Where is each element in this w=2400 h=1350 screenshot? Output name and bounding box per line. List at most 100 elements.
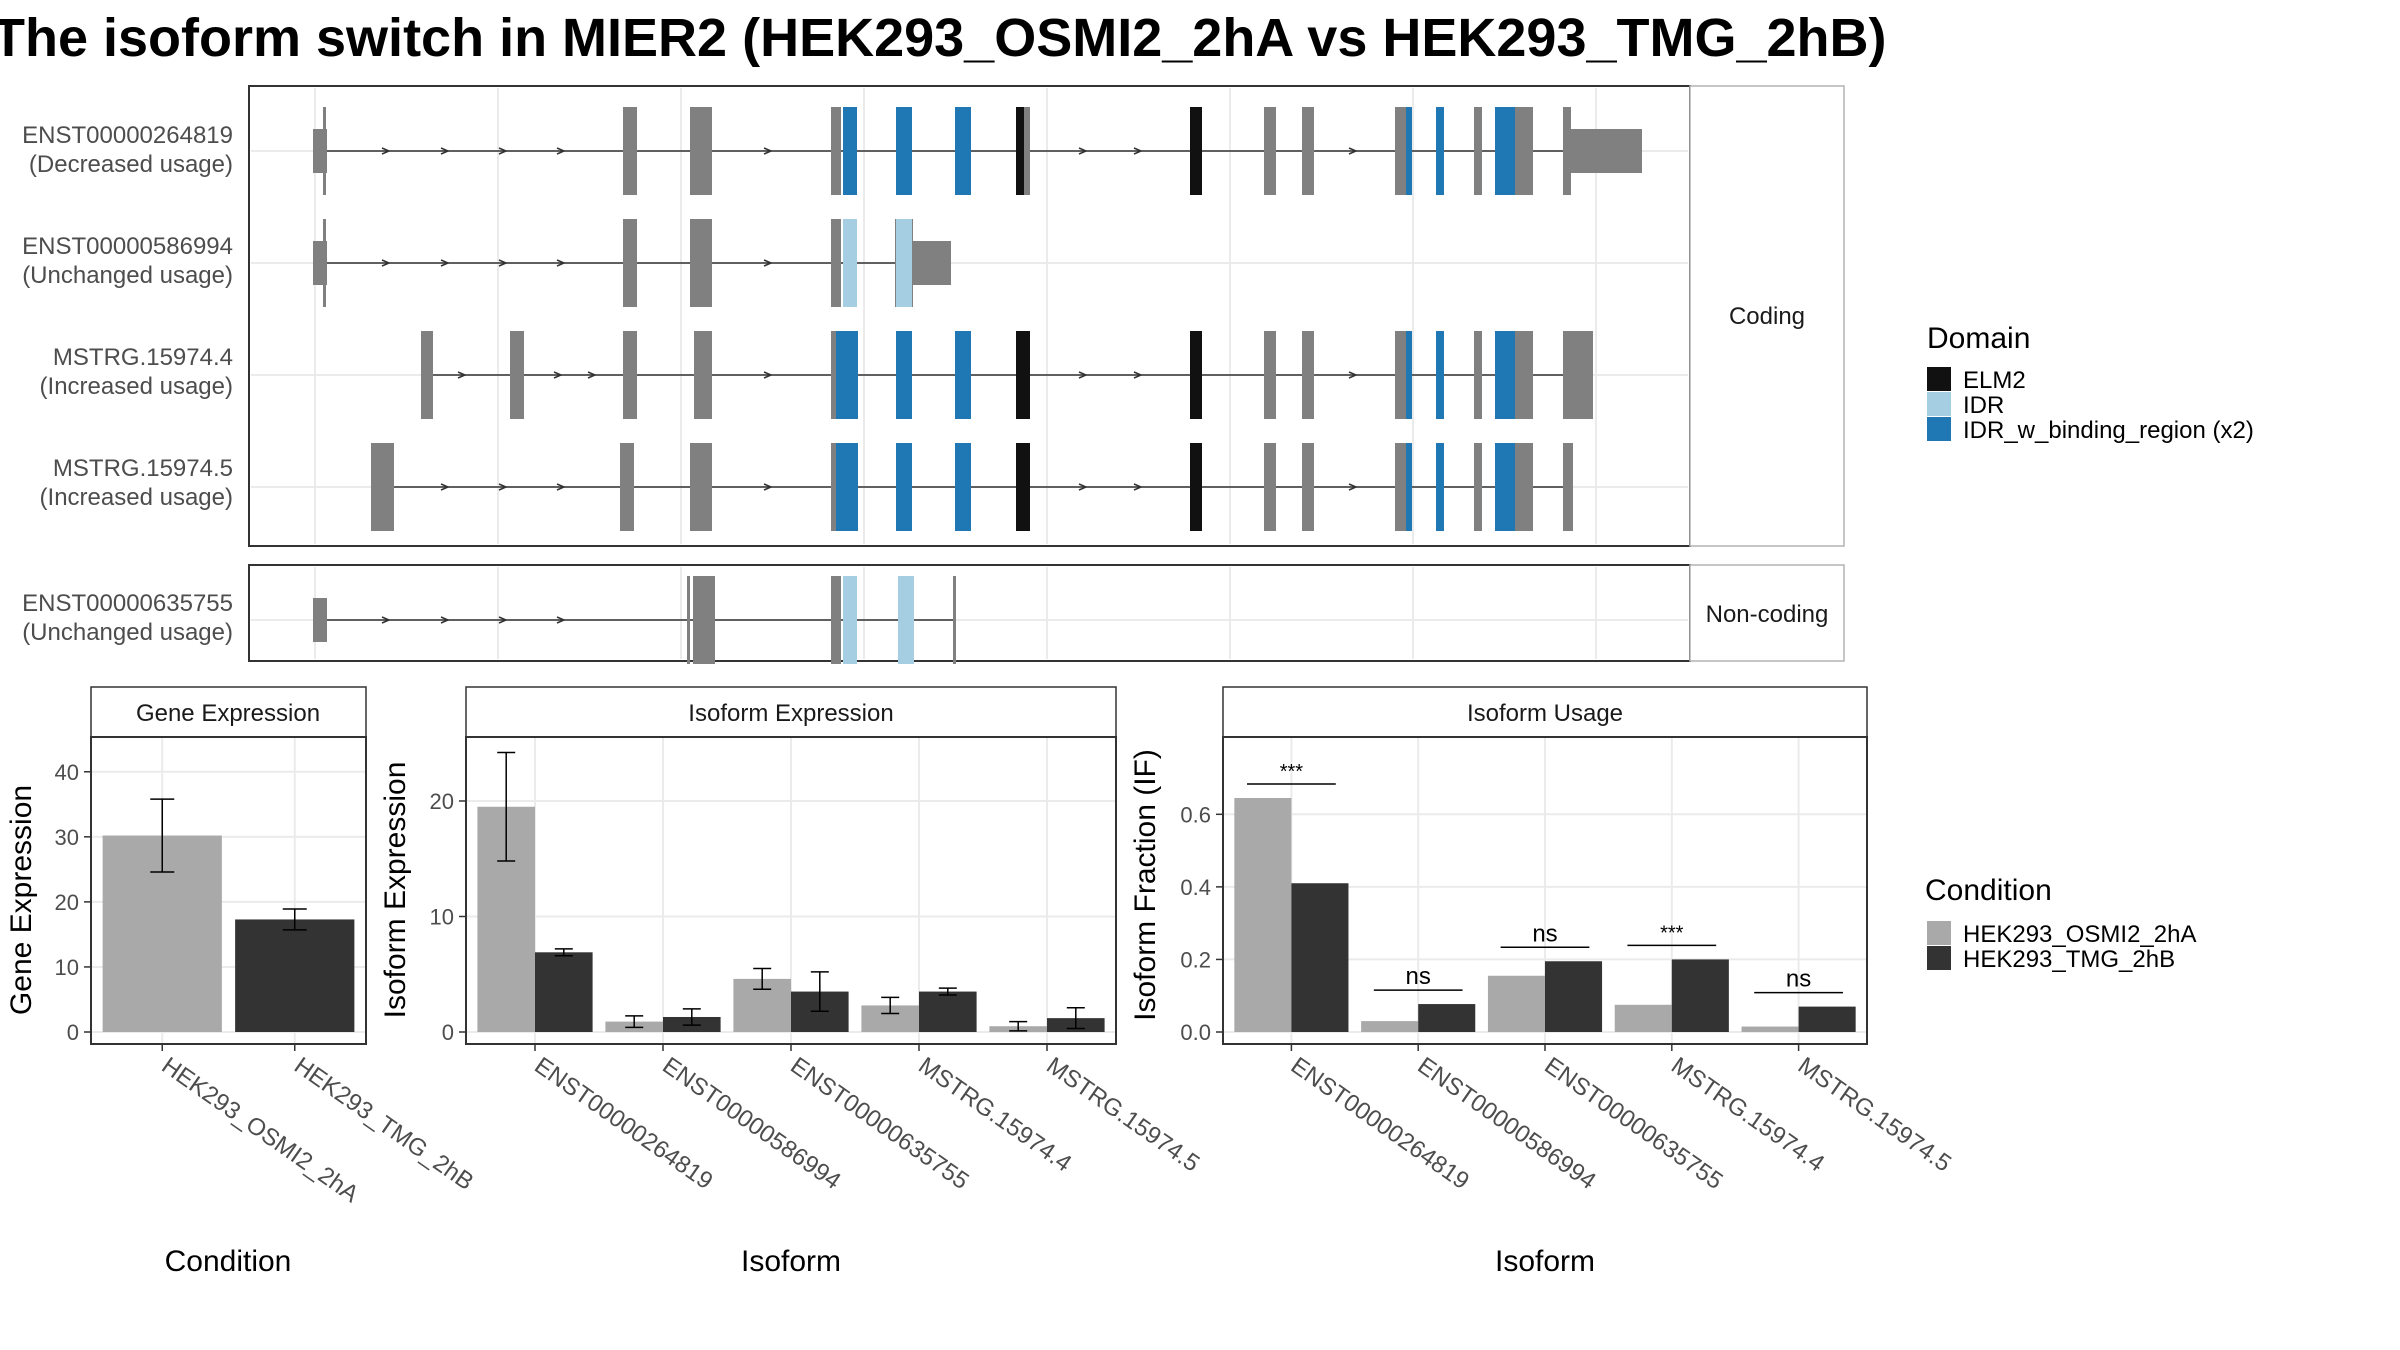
- transcript-track-5: [313, 576, 956, 664]
- isoform-expression-ylabel: Isoform Expression: [379, 762, 412, 1019]
- exon: [693, 576, 715, 664]
- exon: [1563, 331, 1593, 419]
- domain-idr-binding: [896, 107, 912, 195]
- domain-idr-binding: [836, 443, 858, 531]
- exon: [831, 576, 841, 664]
- y-tick-label: 0.6: [1180, 802, 1211, 827]
- legend-label-tmg: HEK293_TMG_2hB: [1963, 946, 2175, 973]
- transcript-label-5-usage: (Unchanged usage): [22, 619, 233, 646]
- exon: [623, 107, 637, 195]
- domain-idr-binding: [1436, 443, 1444, 531]
- strand-arrow: [498, 147, 508, 155]
- strand-arrow: [763, 371, 773, 379]
- domain-idr-binding: [955, 331, 971, 419]
- domain-idr: [843, 219, 857, 307]
- transcript-track-1: [313, 107, 1642, 195]
- strand-arrow: [1348, 483, 1358, 491]
- transcript-label-3-usage: (Increased usage): [40, 373, 233, 400]
- transcript-track-2: [313, 219, 951, 307]
- transcript-label-2-id: ENST00000586994: [22, 233, 233, 260]
- legend-key-idr-binding: [1927, 417, 1951, 441]
- transcript-label-3-id: MSTRG.15974.4: [53, 344, 233, 371]
- transcript-label-4-id: MSTRG.15974.5: [53, 455, 233, 482]
- exon: [690, 219, 712, 307]
- strand-arrow: [498, 483, 508, 491]
- strand-arrow: [556, 616, 566, 624]
- legend-key-elm2: [1927, 367, 1951, 391]
- exon: [1264, 331, 1276, 419]
- isoform-expression-strip-label: Isoform Expression: [688, 700, 893, 727]
- gene-expression-strip: [90, 686, 367, 738]
- exon-edge: [1568, 443, 1571, 531]
- strand-arrow: [1133, 147, 1143, 155]
- exon: [1302, 107, 1314, 195]
- significance-label: ns: [1532, 920, 1557, 947]
- strand-arrow: [553, 371, 563, 379]
- exon: [623, 331, 637, 419]
- y-tick-label: 0.2: [1180, 947, 1211, 972]
- strand-arrow: [763, 483, 773, 491]
- domain-idr-binding: [1406, 331, 1412, 419]
- domain-idr-binding: [1495, 107, 1515, 195]
- exon: [913, 241, 951, 285]
- domain-idr-binding: [1406, 107, 1412, 195]
- strand-arrow: [498, 616, 508, 624]
- domain-idr-binding: [836, 331, 858, 419]
- transcript-label-1-id: ENST00000264819: [22, 122, 233, 149]
- strand-arrow: [556, 483, 566, 491]
- domain-elm2: [1190, 107, 1202, 195]
- isoform-expression-xlabel: Isoform: [741, 1245, 841, 1278]
- significance-label: ns: [1406, 963, 1431, 990]
- bar: [1291, 883, 1349, 1032]
- strand-arrow: [440, 616, 450, 624]
- domain-idr-binding: [955, 443, 971, 531]
- legend-label-elm2: ELM2: [1963, 367, 2026, 394]
- bar: [1798, 1006, 1856, 1032]
- exon: [1565, 129, 1642, 173]
- bar: [1545, 961, 1603, 1032]
- isoform-usage-strip: [1222, 686, 1868, 738]
- domain-idr-binding: [1495, 331, 1515, 419]
- strand-arrow: [1348, 371, 1358, 379]
- strand-arrow: [587, 371, 597, 379]
- exon: [690, 443, 712, 531]
- exon: [1513, 443, 1533, 531]
- strand-arrow: [1348, 147, 1358, 155]
- exon: [1395, 107, 1409, 195]
- bar: [1487, 975, 1545, 1032]
- y-tick-label: 20: [430, 789, 454, 814]
- noncoding-strip-label: Non-coding: [1706, 601, 1829, 628]
- legend-key-idr: [1927, 392, 1951, 416]
- exon: [1302, 443, 1314, 531]
- exon: [510, 331, 524, 419]
- domain-idr-binding: [843, 107, 857, 195]
- exon: [421, 331, 433, 419]
- legend-key-osmi2: [1927, 921, 1951, 945]
- condition-legend: Condition HEK293_OSMI2_2hA HEK293_TMG_2h…: [1925, 874, 2196, 973]
- noncoding-strip: [1689, 564, 1845, 662]
- strand-arrow: [556, 147, 566, 155]
- strand-arrow: [1078, 147, 1088, 155]
- bar: [535, 952, 593, 1032]
- bar: [1741, 1026, 1799, 1032]
- exon-edge: [323, 107, 326, 195]
- domain-idr-binding: [1436, 331, 1444, 419]
- strand-arrow: [763, 259, 773, 267]
- exon: [313, 598, 327, 642]
- strand-arrow: [381, 616, 391, 624]
- transcript-label-2-usage: (Unchanged usage): [22, 262, 233, 289]
- plot-frame: [90, 736, 367, 1045]
- domain-idr-binding: [1495, 443, 1515, 531]
- isoform-usage-panel: Isoform Usage Isoform Isoform Fraction (…: [1129, 686, 1956, 1278]
- strand-arrow: [1078, 483, 1088, 491]
- transcript-label-1-usage: (Decreased usage): [29, 151, 233, 178]
- isoform-expression-strip: [465, 686, 1117, 738]
- domain-idr-binding: [896, 331, 912, 419]
- domain-idr: [896, 219, 912, 307]
- exon: [1474, 443, 1482, 531]
- bar: [1234, 797, 1292, 1032]
- bar: [1361, 1021, 1419, 1032]
- strand-arrow: [381, 147, 391, 155]
- y-tick-label: 10: [430, 904, 454, 929]
